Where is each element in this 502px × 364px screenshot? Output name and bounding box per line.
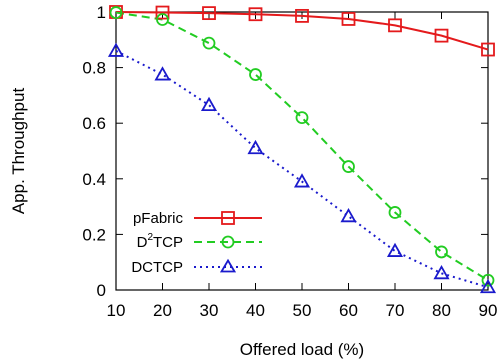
- legend-marker-d2tcp: [221, 235, 235, 249]
- data-point-dtcp: [249, 68, 262, 81]
- data-point-dctcp: [293, 173, 311, 188]
- data-point-dtcp: [109, 6, 123, 19]
- series-line-dctcp: [115, 50, 489, 289]
- data-point-pfabric: [388, 18, 402, 33]
- data-point-pfabric: [434, 28, 449, 43]
- x-axis-label: Offered load (%): [240, 340, 364, 359]
- x-tick-label: 50: [293, 301, 312, 320]
- data-point-pfabric: [295, 8, 309, 23]
- data-point-pfabric: [202, 6, 216, 21]
- axis-ticks: 10 20 30 40 50 60 70 80 90 0 0.2 0.4 0.6 0.8 1: [82, 3, 497, 320]
- legend-label-dctcp: DCTCP: [131, 259, 183, 276]
- data-point-dtcp: [342, 160, 355, 173]
- series-line-pfabric: [115, 11, 489, 51]
- y-tick-label: 0.4: [82, 170, 106, 189]
- data-point-dctcp: [340, 208, 357, 223]
- data-point-pfabric: [155, 5, 170, 20]
- legend-label-d2tcp: D2TCP: [137, 232, 183, 251]
- data-point-pfabric: [481, 42, 495, 57]
- x-tick-label: 90: [479, 301, 498, 320]
- data-point-dctcp: [479, 278, 497, 294]
- x-tick-label: 70: [386, 301, 405, 320]
- y-tick-label: 0: [97, 281, 106, 300]
- data-point-dctcp: [107, 42, 125, 57]
- series-lines: [115, 11, 489, 289]
- y-tick-label: 0.2: [82, 225, 106, 244]
- legend-marker-dctcp: [219, 258, 237, 273]
- legend-label-pfabric: pFabric: [133, 210, 184, 227]
- x-tick-label: 30: [200, 301, 219, 320]
- data-point-dtcp: [481, 273, 495, 287]
- x-tick-label: 20: [153, 301, 172, 320]
- data-point-pfabric: [341, 12, 356, 26]
- legend-label-d2tcp-base: D: [137, 234, 148, 251]
- data-point-dctcp: [433, 264, 450, 280]
- legend: pFabric D2TCP DCTCP: [131, 210, 262, 276]
- x-tick-label: 60: [339, 301, 358, 320]
- legend-marker-pfabric: [221, 211, 235, 225]
- legend-label-d2tcp-sup: 2: [147, 232, 153, 243]
- series-line-dtcp: [115, 11, 489, 282]
- x-tick-label: 10: [107, 301, 126, 320]
- x-tick-label: 40: [246, 301, 265, 320]
- data-point-pfabric: [248, 7, 263, 22]
- series-markers: [107, 5, 497, 294]
- y-tick-label: 0.8: [82, 59, 106, 78]
- data-point-dtcp: [156, 13, 169, 26]
- data-point-dctcp: [386, 242, 404, 257]
- legend-label-d2tcp-rest: TCP: [153, 234, 183, 251]
- x-tick-label: 80: [432, 301, 451, 320]
- data-point-dtcp: [295, 111, 309, 125]
- data-point-dctcp: [200, 96, 218, 112]
- data-point-dctcp: [247, 139, 264, 155]
- y-tick-label: 1: [97, 3, 106, 22]
- y-tick-label: 0.6: [82, 114, 106, 133]
- y-axis-label: App. Throughput: [9, 88, 28, 215]
- data-point-dctcp: [154, 66, 171, 81]
- data-point-dtcp: [388, 206, 402, 219]
- data-point-dtcp: [435, 245, 448, 259]
- data-point-dtcp: [202, 36, 216, 50]
